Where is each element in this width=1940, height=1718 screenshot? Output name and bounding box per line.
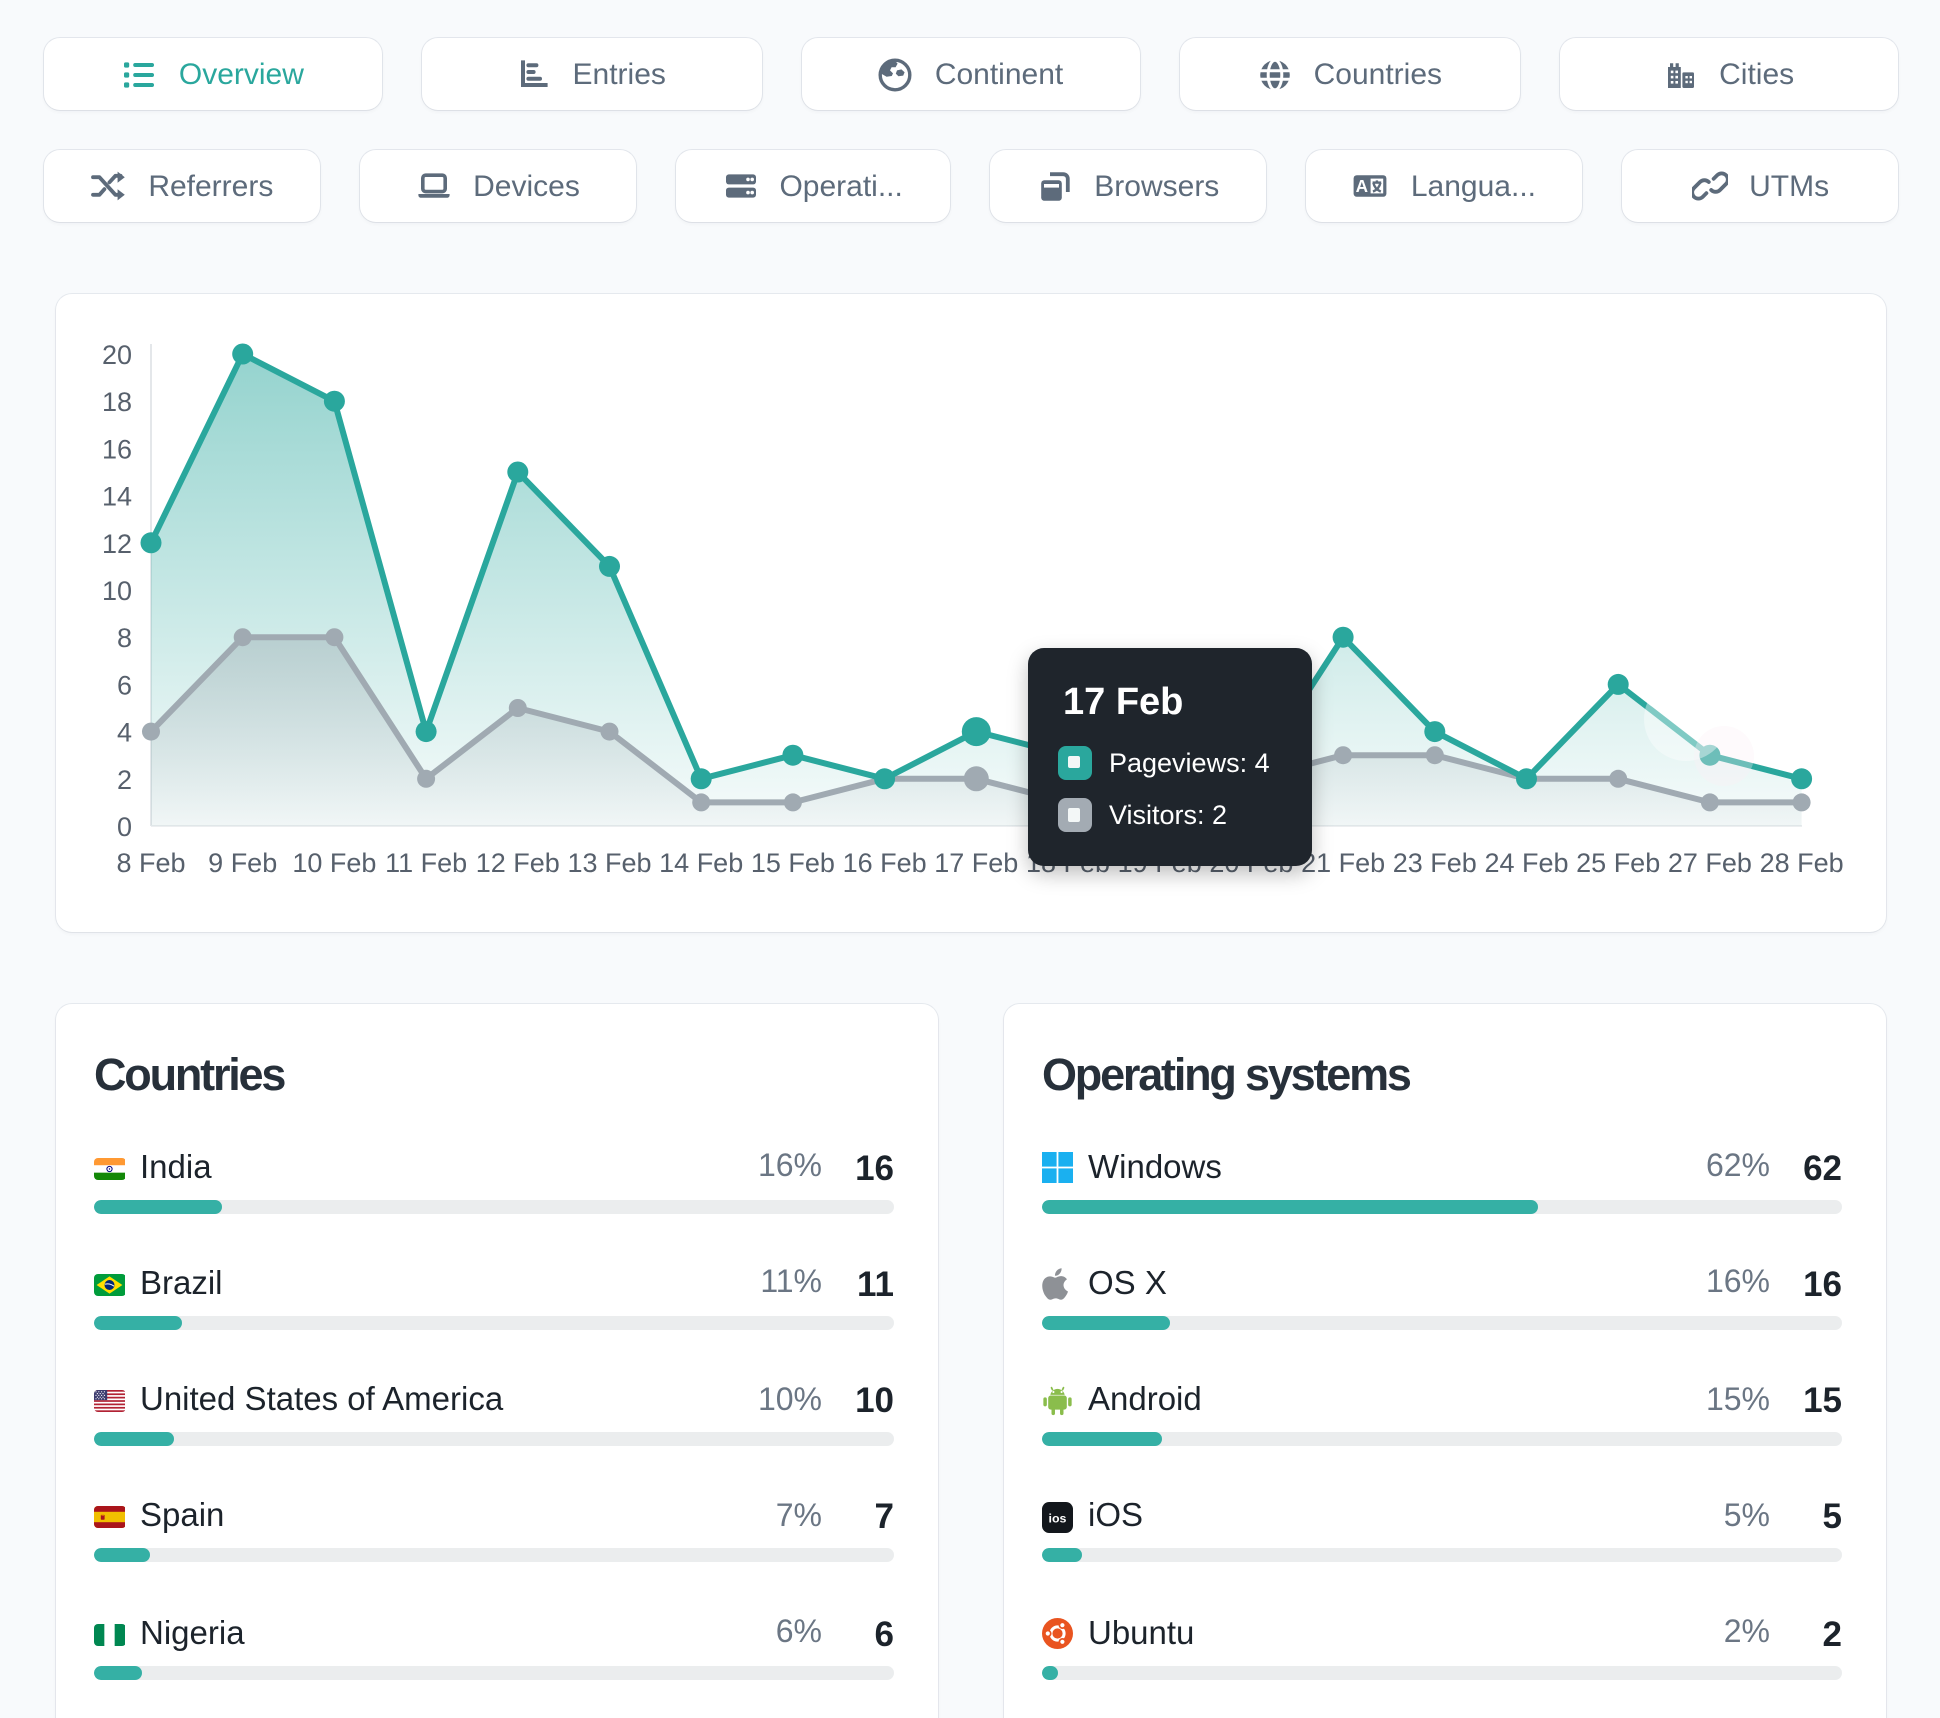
svg-text:14: 14 (101, 481, 131, 511)
svg-text:8: 8 (116, 622, 131, 652)
svg-text:24 Feb: 24 Feb (1483, 847, 1567, 877)
svg-text:ios: ios (1049, 1512, 1067, 1526)
svg-text:10: 10 (101, 575, 131, 605)
svg-text:4: 4 (116, 717, 131, 747)
svg-text:16 Feb: 16 Feb (842, 847, 926, 877)
svg-text:16: 16 (101, 433, 131, 463)
svg-text:15 Feb: 15 Feb (750, 847, 834, 877)
svg-text:21 Feb: 21 Feb (1300, 847, 1384, 877)
svg-text:14 Feb: 14 Feb (658, 847, 742, 877)
svg-text:12: 12 (101, 528, 131, 558)
svg-text:6: 6 (116, 669, 131, 699)
svg-text:0: 0 (116, 811, 131, 841)
svg-text:17 Feb: 17 Feb (933, 847, 1017, 877)
svg-text:9 Feb: 9 Feb (207, 847, 276, 877)
svg-text:8 Feb: 8 Feb (115, 847, 184, 877)
svg-text:23 Feb: 23 Feb (1392, 847, 1476, 877)
svg-text:11 Feb: 11 Feb (384, 847, 466, 877)
svg-text:2: 2 (116, 764, 131, 794)
svg-text:25 Feb: 25 Feb (1575, 847, 1659, 877)
svg-text:27 Feb: 27 Feb (1667, 847, 1751, 877)
svg-text:13 Feb: 13 Feb (566, 847, 650, 877)
svg-text:10 Feb: 10 Feb (291, 847, 375, 877)
svg-text:12 Feb: 12 Feb (475, 847, 559, 877)
svg-text:20: 20 (101, 339, 131, 369)
svg-text:28 Feb: 28 Feb (1759, 847, 1843, 877)
svg-text:A: A (1356, 176, 1368, 196)
svg-text:18: 18 (101, 386, 131, 416)
